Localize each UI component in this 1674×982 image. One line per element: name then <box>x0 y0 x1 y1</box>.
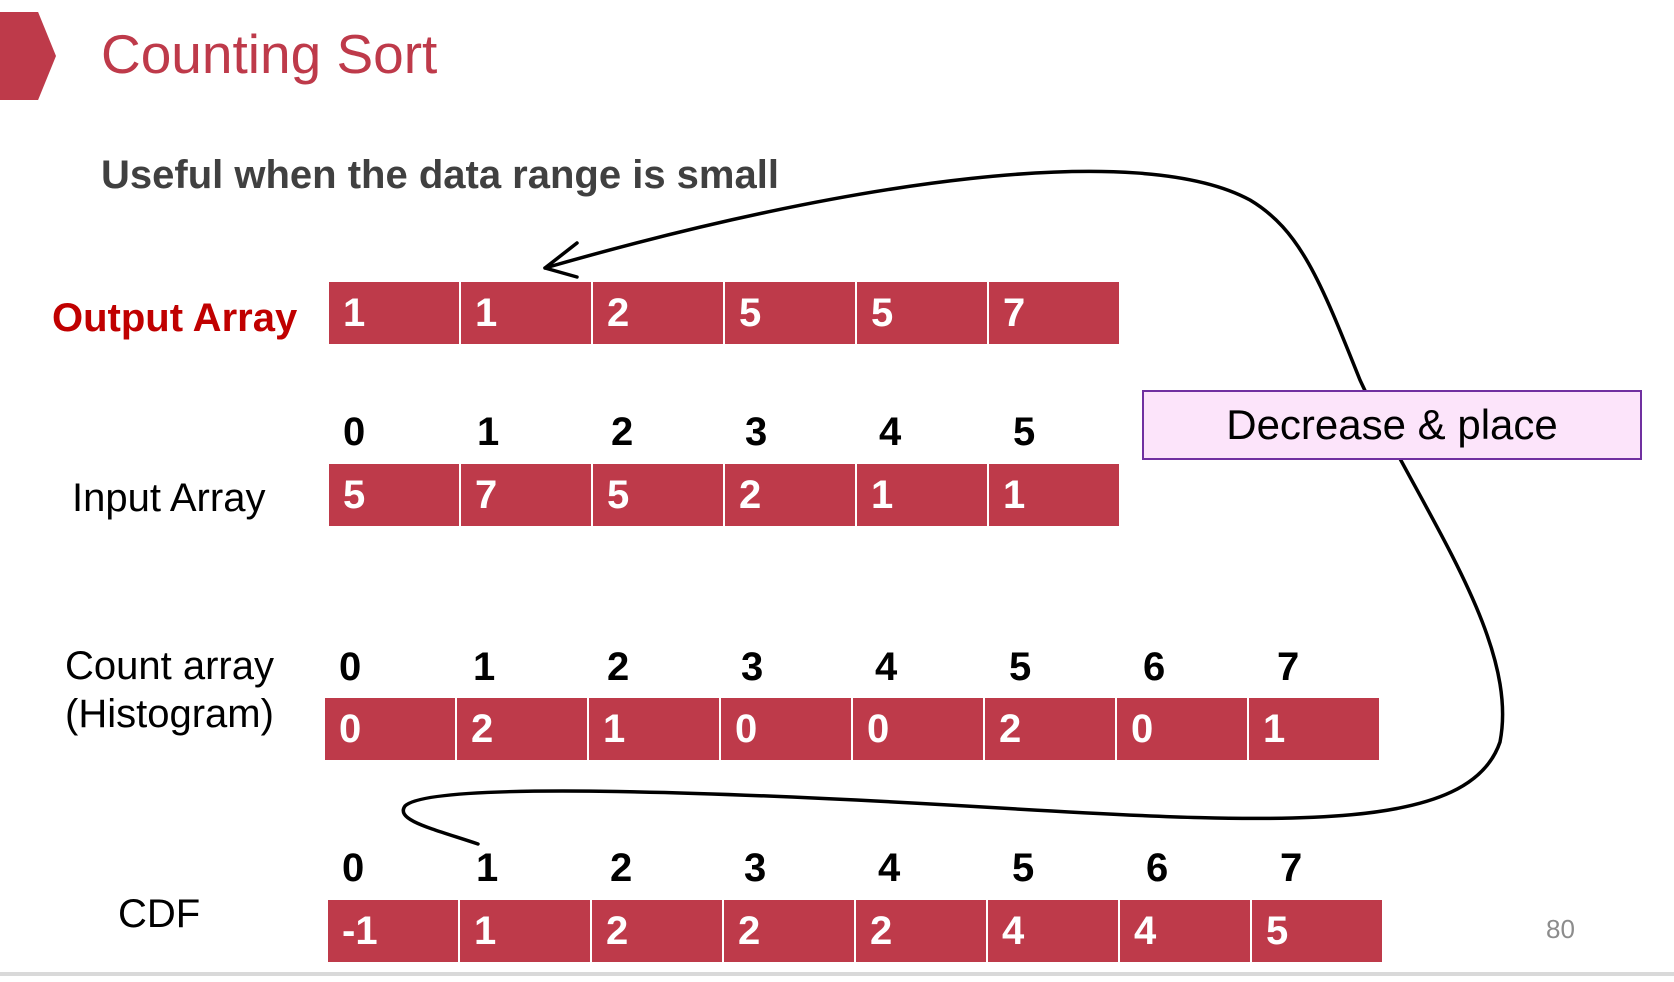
cdf-cell: 4 <box>1120 900 1252 962</box>
input-cell: 5 <box>593 464 725 526</box>
arrow-path <box>401 169 1505 846</box>
input-cell: 1 <box>989 464 1119 526</box>
cdf-index: 3 <box>744 846 767 890</box>
slide-title: Counting Sort <box>101 23 438 85</box>
count-cell: 0 <box>853 698 985 760</box>
output-cell: 1 <box>461 282 593 344</box>
input-cell: 2 <box>725 464 857 526</box>
count-index: 6 <box>1143 645 1166 689</box>
input-index: 0 <box>343 410 366 454</box>
output-cell: 5 <box>857 282 989 344</box>
output-cell: 5 <box>725 282 857 344</box>
count-cell: 0 <box>721 698 853 760</box>
cdf-index: 5 <box>1012 846 1035 890</box>
count-cell: 0 <box>1117 698 1249 760</box>
input-index: 4 <box>879 410 902 454</box>
callout-box: Decrease & place <box>1142 390 1642 460</box>
input-index: 2 <box>611 410 634 454</box>
cdf-index: 0 <box>342 846 365 890</box>
count-array-label: Count array <box>65 644 274 688</box>
cdf-label: CDF <box>118 892 201 936</box>
count-index-row: 0 1 2 3 4 5 6 7 <box>325 643 1397 691</box>
cdf-cell: 2 <box>856 900 988 962</box>
input-index: 1 <box>477 410 500 454</box>
input-array: 5 7 5 2 1 1 <box>329 464 1119 526</box>
count-index: 3 <box>741 645 764 689</box>
output-cell: 7 <box>989 282 1119 344</box>
input-cell: 1 <box>857 464 989 526</box>
histogram-label: (Histogram) <box>65 692 274 736</box>
count-index: 0 <box>339 645 362 689</box>
cdf-index: 4 <box>878 846 901 890</box>
slide-subtitle: Useful when the data range is small <box>101 153 779 197</box>
cdf-array: -1 1 2 2 2 4 4 5 <box>328 900 1382 962</box>
input-array-label: Input Array <box>72 476 266 520</box>
output-cell: 2 <box>593 282 725 344</box>
bottom-divider <box>0 972 1674 976</box>
count-index: 5 <box>1009 645 1032 689</box>
count-array: 0 2 1 0 0 2 0 1 <box>325 698 1379 760</box>
cdf-index: 7 <box>1280 846 1303 890</box>
count-cell: 0 <box>325 698 457 760</box>
count-index: 7 <box>1277 645 1300 689</box>
cdf-cell: 4 <box>988 900 1120 962</box>
output-cell: 1 <box>329 282 461 344</box>
input-index-row: 0 1 2 3 4 5 <box>329 408 1133 456</box>
cdf-index: 1 <box>476 846 499 890</box>
cdf-index: 2 <box>610 846 633 890</box>
cdf-cell: 2 <box>724 900 856 962</box>
arrowhead-icon <box>543 241 579 279</box>
cdf-index-row: 0 1 2 3 4 5 6 7 <box>328 844 1400 892</box>
input-index: 5 <box>1013 410 1036 454</box>
output-array-label: Output Array <box>52 296 298 340</box>
count-cell: 2 <box>985 698 1117 760</box>
cdf-cell: 1 <box>460 900 592 962</box>
count-cell: 2 <box>457 698 589 760</box>
cdf-cell: -1 <box>328 900 460 962</box>
count-index: 1 <box>473 645 496 689</box>
output-array: 1 1 2 5 5 7 <box>329 282 1119 344</box>
input-cell: 5 <box>329 464 461 526</box>
cdf-cell: 5 <box>1252 900 1382 962</box>
count-cell: 1 <box>1249 698 1379 760</box>
cdf-cell: 2 <box>592 900 724 962</box>
input-index: 3 <box>745 410 768 454</box>
cdf-index: 6 <box>1146 846 1169 890</box>
count-cell: 1 <box>589 698 721 760</box>
page-number: 80 <box>1546 914 1575 944</box>
input-cell: 7 <box>461 464 593 526</box>
count-index: 4 <box>875 645 898 689</box>
count-index: 2 <box>607 645 630 689</box>
